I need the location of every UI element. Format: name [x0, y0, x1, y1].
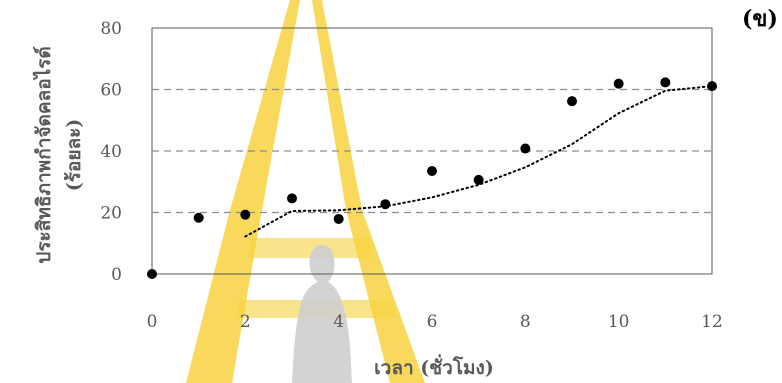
watermark-tower-rung: [236, 238, 396, 318]
x-tick-label: 0: [147, 312, 158, 332]
data-point: [287, 193, 297, 204]
watermark-person: [292, 245, 352, 383]
trendline: [244, 85, 713, 238]
x-tick-label: 12: [701, 312, 723, 332]
watermark-tower-right: [312, 0, 425, 383]
data-point: [707, 81, 717, 92]
data-point: [567, 96, 577, 107]
x-tick-label: 6: [427, 312, 438, 332]
data-point: [147, 269, 157, 279]
trendline-group: [244, 85, 713, 238]
y-axis-ticks: 0 20 40 60 80: [100, 19, 122, 285]
y-axis-title: ประสิทธิภาพกำจัดคลอไรด์: [32, 46, 55, 263]
y-tick-label: 0: [111, 265, 122, 285]
y-tick-label: 40: [100, 142, 122, 162]
gridlines: [152, 88, 712, 214]
data-point: [333, 213, 344, 224]
y-axis-unit: (ร้อยละ): [63, 119, 85, 192]
data-point: [660, 77, 671, 88]
data-points: [147, 77, 717, 279]
x-axis-title: เวลา (ชั่วโมง): [374, 354, 494, 379]
watermark-tower-left: [186, 0, 300, 383]
x-tick-label: 8: [520, 312, 531, 332]
x-tick-label: 2: [240, 312, 251, 332]
data-point: [613, 78, 624, 89]
data-point: [240, 209, 251, 220]
watermark: [186, 0, 425, 383]
y-tick-label: 20: [100, 204, 122, 224]
data-point: [380, 199, 391, 210]
y-tick-label: 80: [100, 19, 122, 39]
x-axis-ticks: 0 2 4 6 8 10 12: [147, 312, 723, 332]
y-tick-label: 60: [100, 81, 122, 101]
data-point: [520, 143, 531, 154]
data-point: [427, 165, 437, 176]
data-point: [473, 174, 484, 185]
x-tick-label: 10: [608, 312, 630, 332]
panel-label: (ข): [742, 6, 778, 32]
x-tick-label: 4: [333, 312, 344, 332]
data-point: [193, 212, 204, 223]
